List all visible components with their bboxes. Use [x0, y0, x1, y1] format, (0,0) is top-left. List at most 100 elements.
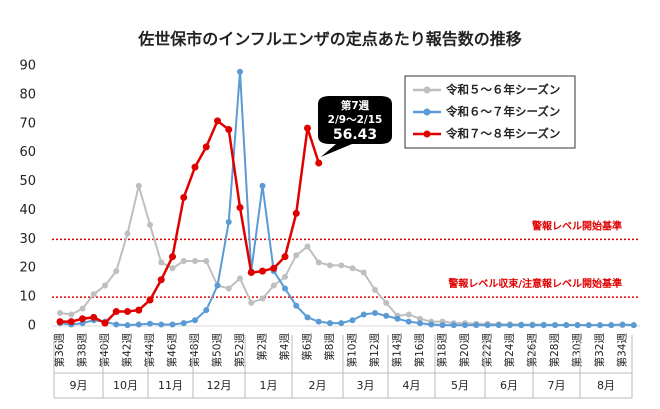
point	[225, 285, 232, 292]
month-label: 9月	[70, 379, 88, 392]
point	[281, 253, 289, 261]
point	[146, 296, 154, 304]
legend-label: 令和５～６年シーズン	[445, 83, 560, 97]
x-tick-label: 第22週	[481, 333, 494, 368]
month-label: 4月	[403, 379, 421, 392]
point	[203, 307, 210, 314]
point	[360, 311, 367, 318]
point	[203, 258, 210, 264]
legend-label: 令和７～８年シーズン	[445, 127, 560, 141]
legend-marker	[423, 86, 431, 94]
series-line	[59, 71, 634, 327]
point	[79, 315, 86, 323]
point	[349, 265, 356, 272]
point	[630, 322, 637, 329]
point	[158, 259, 165, 266]
point	[372, 286, 378, 293]
point	[169, 265, 176, 272]
month-label: 12月	[207, 379, 232, 392]
point	[57, 310, 63, 316]
point	[225, 126, 233, 134]
x-tick-label: 第32週	[593, 333, 606, 368]
point	[383, 312, 390, 319]
month-label: 6月	[500, 379, 518, 392]
point	[304, 314, 311, 321]
point	[405, 311, 412, 318]
point	[327, 262, 333, 269]
y-tick-label: 60	[19, 145, 36, 160]
x-tick-label: 第4週	[278, 333, 291, 361]
point	[304, 124, 311, 132]
reference-label: 警報レベル開始基準	[531, 219, 622, 232]
point	[304, 243, 311, 250]
point	[270, 282, 277, 289]
point	[192, 317, 198, 324]
point	[68, 311, 75, 318]
point	[259, 267, 266, 275]
point	[214, 282, 221, 289]
point	[147, 320, 153, 327]
point	[293, 302, 300, 309]
point	[417, 320, 423, 327]
point	[270, 264, 278, 272]
x-tick-label: 第48週	[188, 333, 201, 368]
point	[282, 273, 288, 280]
y-tick-label: 80	[19, 87, 36, 102]
x-tick-label: 第46週	[166, 333, 179, 368]
x-tick-label: 第30週	[571, 333, 584, 368]
y-tick-label: 50	[19, 174, 36, 189]
point	[124, 322, 131, 329]
legend-marker	[423, 130, 431, 138]
month-label: 1月	[260, 379, 278, 392]
month-label: 3月	[357, 379, 375, 392]
point	[124, 308, 131, 316]
y-tick-label: 90	[19, 59, 36, 74]
x-tick-label: 第14週	[391, 333, 404, 368]
point	[360, 269, 367, 276]
point	[417, 315, 423, 322]
point	[90, 291, 97, 298]
legend-label: 令和６～７年シーズン	[445, 105, 560, 119]
point	[428, 321, 435, 328]
point	[552, 322, 558, 329]
point	[315, 318, 322, 325]
point	[282, 285, 288, 292]
point	[169, 321, 176, 328]
point	[315, 259, 322, 266]
y-tick-label: 20	[19, 261, 36, 276]
month-label: 10月	[113, 379, 138, 392]
x-tick-label: 第24週	[503, 333, 516, 368]
point	[113, 268, 120, 275]
x-tick-label: 第18週	[436, 333, 449, 368]
point	[102, 282, 108, 289]
point	[405, 318, 412, 325]
month-label: 8月	[597, 379, 615, 392]
point	[608, 322, 615, 329]
x-tick-label: 第2週	[256, 333, 269, 361]
point	[67, 318, 75, 326]
point	[338, 320, 345, 327]
y-tick-label: 10	[19, 290, 36, 305]
x-tick-label: 第40週	[98, 333, 111, 368]
point	[372, 310, 378, 316]
x-tick-label: 第20週	[458, 333, 471, 368]
y-tick-label: 30	[19, 232, 36, 247]
reference-label: 警報レベル収束/注意報レベル開始基準	[447, 277, 622, 290]
y-tick-label: 40	[19, 203, 36, 218]
point	[349, 317, 356, 324]
point	[597, 322, 603, 329]
month-label: 7月	[548, 379, 566, 392]
x-tick-label: 第28週	[548, 333, 561, 368]
callout-period: 2/9～2/15	[328, 114, 383, 126]
point	[293, 252, 300, 259]
point	[248, 299, 255, 306]
point	[135, 182, 142, 189]
point	[237, 68, 243, 75]
point	[394, 315, 401, 322]
point	[529, 322, 536, 329]
point	[202, 143, 210, 151]
point	[540, 322, 547, 329]
point	[338, 262, 345, 269]
callout-week: 第7週	[341, 99, 370, 112]
x-tick-label: 第6週	[301, 333, 314, 361]
